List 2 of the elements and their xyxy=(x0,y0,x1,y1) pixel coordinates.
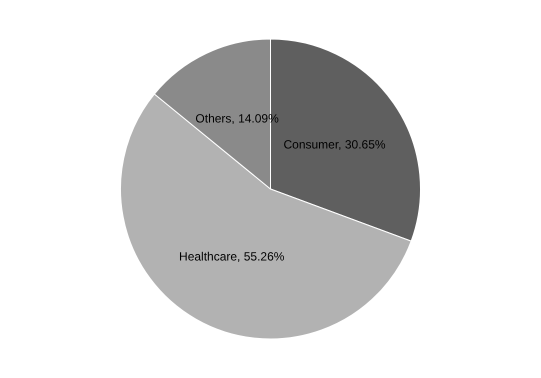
slice-label: Consumer, 30.65% xyxy=(283,137,386,152)
slice-label: Healthcare, 55.26% xyxy=(179,250,285,264)
